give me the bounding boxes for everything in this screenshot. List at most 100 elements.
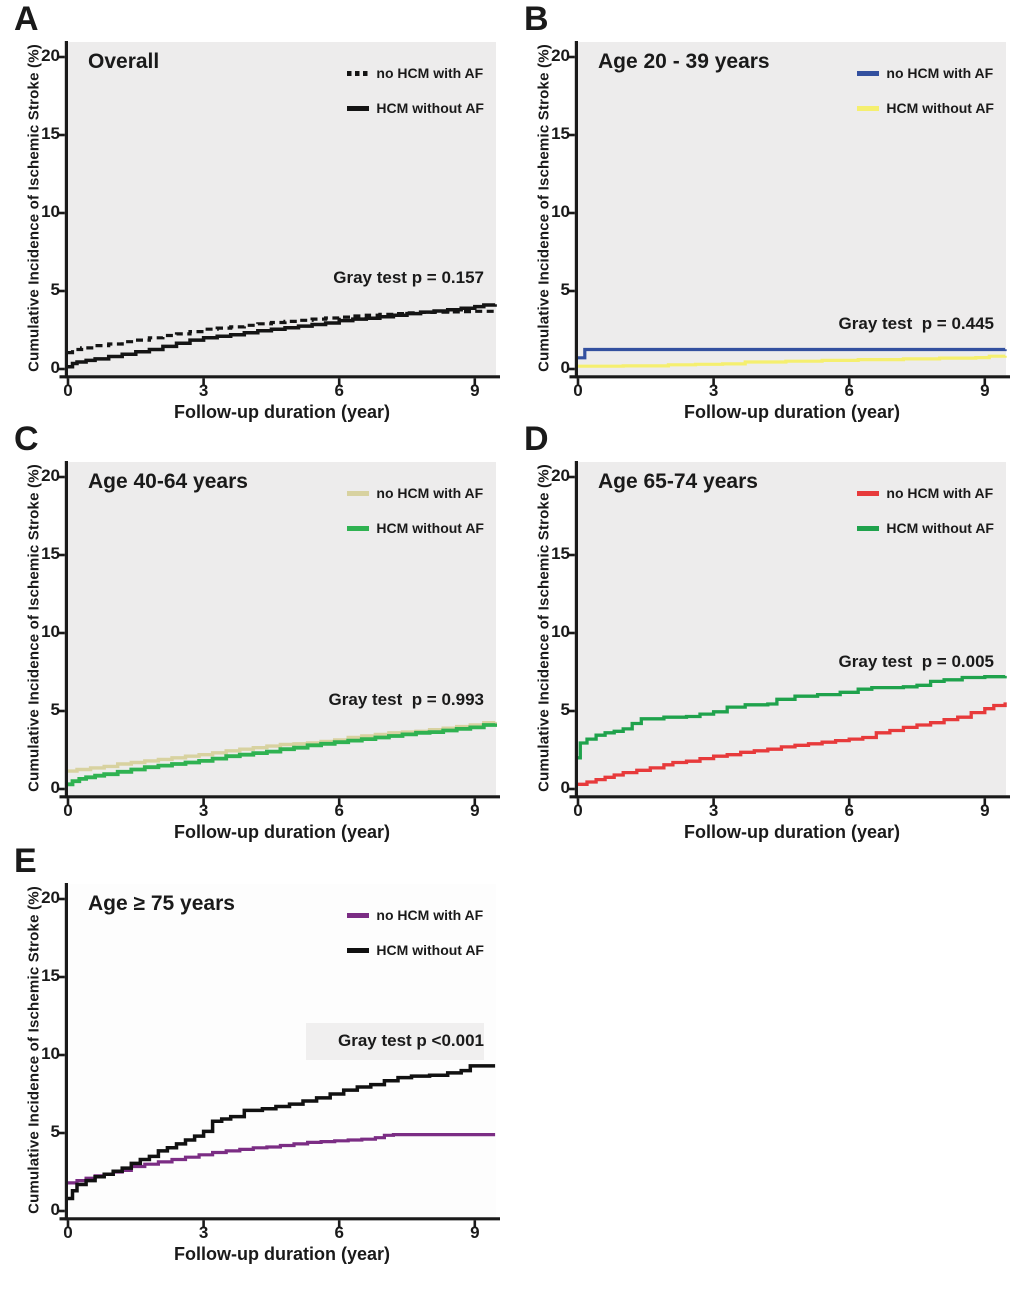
x-tick-label: 6	[334, 1223, 344, 1242]
legend-item: HCM without AF	[347, 517, 484, 539]
panel-title: Age 40-64 years	[88, 470, 248, 493]
panel-age-40-64: C Cumulative Incidence of Ischemic Strok…	[0, 420, 510, 842]
x-axis-label: Follow-up duration (year)	[174, 822, 390, 842]
y-tick-label: 10	[41, 1044, 60, 1063]
panel-overall: A Cumulative Incidence of Ischemic Strok…	[0, 0, 510, 422]
plot-area: Age 65-74 years no HCM with AF HCM witho…	[568, 461, 1010, 805]
legend-item: HCM without AF	[857, 517, 994, 539]
legend-label: HCM without AF	[886, 100, 994, 116]
legend-item: HCM without AF	[347, 939, 484, 961]
panel-age-75-plus: E Cumulative Incidence of Ischemic Strok…	[0, 842, 510, 1290]
x-axis-label: Follow-up duration (year)	[684, 822, 900, 842]
y-tick-label: 15	[551, 544, 570, 563]
x-tick-label: 3	[198, 1223, 209, 1242]
legend: no HCM with AF HCM without AF	[857, 62, 994, 119]
x-axis-label: Follow-up duration (year)	[174, 1244, 390, 1264]
x-tick-label: 3	[708, 801, 719, 820]
legend-line-swatch	[857, 70, 880, 76]
x-tick-label: 9	[980, 381, 990, 400]
gray-test-label: Gray test p = 0.445	[838, 314, 994, 333]
panel-letter: D	[524, 420, 549, 458]
y-tick-label: 5	[560, 280, 570, 299]
gray-test-label: Gray test p = 0.005	[838, 652, 994, 671]
x-tick-label: 0	[63, 1223, 73, 1242]
gray-test-label: Gray test p = 0.993	[328, 690, 484, 709]
legend-label: no HCM with AF	[886, 485, 994, 501]
y-tick-label: 10	[551, 622, 570, 641]
legend-item: no HCM with AF	[347, 904, 483, 926]
plot-area: Age ≥ 75 years no HCM with AF HCM withou…	[58, 883, 500, 1227]
legend-line-swatch	[857, 490, 880, 496]
x-tick-label: 9	[470, 801, 480, 820]
y-tick-label: 15	[41, 966, 60, 985]
gray-test-label: Gray test p <0.001	[337, 1031, 484, 1050]
plot-area: Age 40-64 years no HCM with AF HCM witho…	[58, 461, 500, 805]
x-tick-label: 6	[844, 801, 854, 820]
legend-line-swatch	[857, 525, 880, 531]
legend: no HCM with AF HCM without AF	[347, 62, 484, 119]
legend-label: no HCM with AF	[376, 485, 484, 501]
legend-item: no HCM with AF	[857, 62, 993, 84]
legend-label: HCM without AF	[886, 520, 994, 536]
panel-title: Age ≥ 75 years	[88, 892, 235, 915]
y-tick-label: 20	[551, 466, 570, 485]
legend-line-swatch	[347, 947, 370, 953]
panel-title: Age 65-74 years	[598, 470, 758, 493]
x-tick-label: 0	[63, 381, 73, 400]
y-tick-label: 10	[551, 202, 570, 221]
graytest-highlight	[306, 1023, 484, 1060]
x-tick-label: 6	[334, 381, 344, 400]
legend-item: no HCM with AF	[857, 482, 993, 504]
x-tick-label: 3	[198, 801, 209, 820]
x-tick-label: 9	[470, 381, 480, 400]
legend-item: HCM without AF	[347, 97, 484, 119]
y-tick-label: 15	[41, 124, 60, 143]
y-tick-label: 20	[41, 888, 60, 907]
legend-label: no HCM with AF	[886, 65, 994, 81]
curves-svg	[568, 461, 1010, 805]
curves-svg	[58, 461, 500, 805]
x-tick-label: 6	[844, 381, 854, 400]
y-tick-label: 15	[41, 544, 60, 563]
y-tick-label: 0	[560, 358, 570, 377]
panel-age-20-39: B Cumulative Incidence of Ischemic Strok…	[510, 0, 1020, 422]
x-tick-label: 3	[708, 381, 719, 400]
x-tick-label: 0	[573, 801, 583, 820]
curves-svg	[58, 41, 500, 385]
legend-label: HCM without AF	[376, 520, 484, 536]
y-tick-label: 20	[551, 46, 570, 65]
plot-area: Overall no HCM with AF HCM without AF Gr…	[58, 41, 500, 385]
x-tick-label: 6	[334, 801, 344, 820]
y-tick-label: 5	[50, 1122, 60, 1141]
panel-letter: C	[14, 420, 39, 458]
plot-area: Age 20 - 39 years no HCM with AF HCM wit…	[568, 41, 1010, 385]
legend-label: HCM without AF	[376, 942, 484, 958]
y-tick-label: 20	[41, 46, 60, 65]
legend-label: HCM without AF	[376, 100, 484, 116]
legend-line-swatch	[347, 525, 370, 531]
legend: no HCM with AF HCM without AF	[857, 482, 994, 539]
y-tick-label: 5	[50, 700, 60, 719]
legend-line-swatch	[347, 912, 370, 918]
legend-line-swatch	[857, 105, 880, 111]
panel-letter: E	[14, 842, 37, 880]
panel-age-65-74: D Cumulative Incidence of Ischemic Strok…	[510, 420, 1020, 842]
legend: no HCM with AF HCM without AF	[347, 904, 484, 961]
legend-item: no HCM with AF	[347, 482, 483, 504]
legend: no HCM with AF HCM without AF	[347, 482, 484, 539]
x-axis-label: Follow-up duration (year)	[684, 402, 900, 422]
gray-test-label: Gray test p = 0.157	[333, 268, 484, 287]
legend-item: no HCM with AF	[347, 62, 483, 84]
x-axis-label: Follow-up duration (year)	[174, 402, 390, 422]
y-tick-label: 0	[50, 778, 60, 797]
panel-title: Overall	[88, 50, 160, 73]
panel-title: Age 20 - 39 years	[598, 50, 770, 73]
y-tick-label: 10	[41, 202, 60, 221]
legend-line-swatch	[347, 70, 370, 76]
y-tick-label: 15	[551, 124, 570, 143]
x-tick-label: 3	[198, 381, 209, 400]
panel-letter: B	[524, 0, 549, 38]
y-tick-label: 5	[560, 700, 570, 719]
x-tick-label: 0	[63, 801, 73, 820]
y-tick-label: 0	[560, 778, 570, 797]
